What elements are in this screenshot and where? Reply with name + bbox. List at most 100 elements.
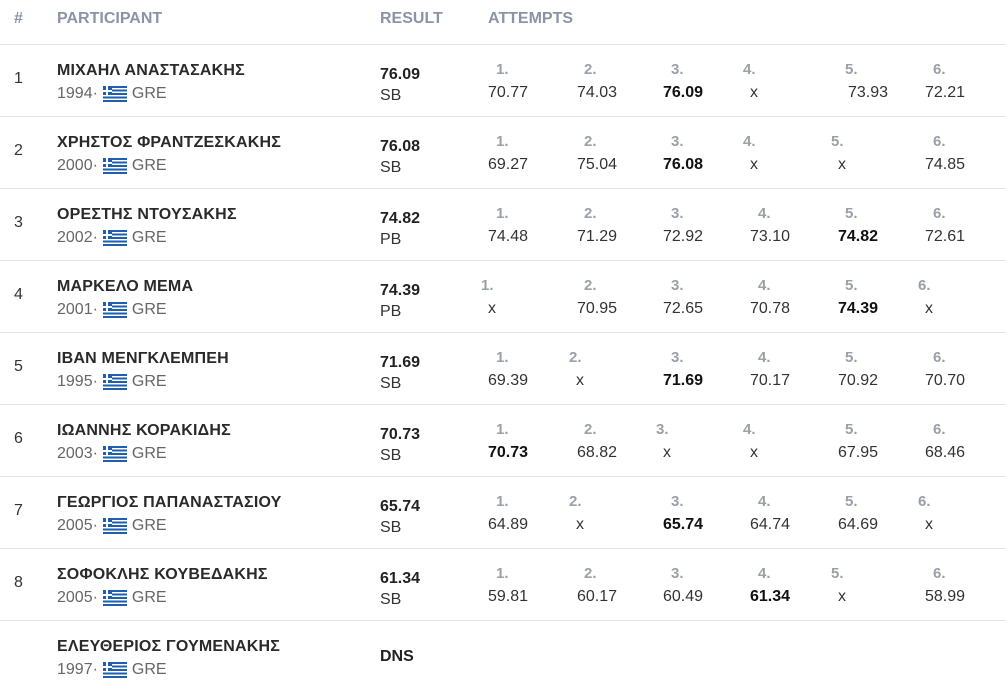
country-code: GRE (131, 589, 167, 606)
table-row[interactable]: 6 ΙΩΑΝΝΗΣ ΚΟΡΑΚΙΔΗΣ 2003 · GRE 70.73 SB 1. 70.… (0, 405, 1006, 477)
result-note: SB (380, 519, 402, 536)
attempt-number: 4. (743, 421, 756, 438)
attempt-number: 1. (496, 493, 509, 510)
meta-separator: · (92, 301, 98, 318)
attempt-value: 64.89 (488, 516, 529, 533)
attempt-number: 2. (584, 61, 597, 78)
attempt-value: x (750, 444, 758, 461)
table-row[interactable]: 5 ΙΒΑΝ ΜΕΝΓΚΛΕΜΠΕΗ 1995 · GRE 71.69 SB 1. 69.3… (0, 333, 1006, 405)
attempt-value: 74.48 (488, 228, 529, 245)
table-row[interactable]: 2 ΧΡΗΣΤΟΣ ΦΡΑΝΤΖΕΣΚΑΚΗΣ 2000 · GRE 76.08 SB 1… (0, 117, 1006, 189)
attempt-value: 68.46 (925, 444, 966, 461)
attempt-value: 70.95 (577, 300, 618, 317)
birth-year: 2003 (57, 445, 93, 462)
table-body: 1 ΜΙΧΑΗΛ ΑΝΑΣΤΑΣΑΚΗΣ 1994 · GRE 76.09 SB 1. 70… (0, 45, 1006, 691)
participant-name: ΙΒΑΝ ΜΕΝΓΚΛΕΜΠΕΗ (57, 350, 229, 367)
attempt-number: 2. (584, 133, 597, 150)
participant-meta: 2001 · GRE (57, 301, 167, 319)
attempt-value: 74.39 (838, 300, 879, 317)
attempt-value: x (925, 516, 933, 533)
birth-year: 1994 (57, 85, 93, 102)
participant-name: ΜΙΧΑΗΛ ΑΝΑΣΤΑΣΑΚΗΣ (57, 62, 245, 79)
table-row[interactable]: 1 ΜΙΧΑΗΛ ΑΝΑΣΤΑΣΑΚΗΣ 1994 · GRE 76.09 SB 1. 70… (0, 45, 1006, 117)
birth-year: 2001 (57, 301, 93, 318)
attempt-number: 3. (671, 61, 684, 78)
attempt-value: 71.29 (577, 228, 618, 245)
table-row[interactable]: ΕΛΕΥΘΕΡΙΟΣ ΓΟΥΜΕΝΑΚΗΣ 1997 · GRE DNS (0, 621, 1006, 691)
country-code: GRE (131, 157, 167, 174)
attempt-value: 64.69 (838, 516, 879, 533)
birth-year: 1995 (57, 373, 93, 390)
attempt-value: 73.10 (750, 228, 791, 245)
greece-flag-icon (102, 662, 127, 678)
attempt-value: 60.17 (577, 588, 618, 605)
attempt-value: 70.73 (488, 444, 529, 461)
result-value: 74.82 (380, 210, 421, 227)
result-note: SB (380, 87, 402, 104)
attempt-number: 6. (933, 565, 946, 582)
attempt-value: 74.85 (925, 156, 966, 173)
participant-meta: 1994 · GRE (57, 85, 167, 103)
attempt-number: 1. (496, 133, 509, 150)
attempt-number: 2. (584, 421, 597, 438)
attempt-value: 69.27 (488, 156, 529, 173)
country-code: GRE (131, 661, 167, 678)
meta-separator: · (92, 157, 98, 174)
greece-flag-icon (102, 374, 127, 390)
table-row[interactable]: 7 ΓΕΩΡΓΙΟΣ ΠΑΠΑΝΑΣΤΑΣΙΟΥ 2005 · GRE 65.74 SB… (0, 477, 1006, 549)
result-value: 74.39 (380, 282, 421, 299)
attempt-number: 4. (758, 493, 771, 510)
attempt-value: 64.74 (750, 516, 791, 533)
meta-separator: · (92, 661, 98, 678)
participant-name: ΧΡΗΣΤΟΣ ΦΡΑΝΤΖΕΣΚΑΚΗΣ (57, 134, 282, 151)
attempt-value: 75.04 (577, 156, 618, 173)
greece-flag-icon (102, 302, 127, 318)
attempt-value: 67.95 (838, 444, 879, 461)
table-row[interactable]: 3 ΟΡΕΣΤΗΣ ΝΤΟΥΣΑΚΗΣ 2002 · GRE 74.82 PB 1. 74.… (0, 189, 1006, 261)
attempt-value: 61.34 (750, 588, 791, 605)
header-attempts: ATTEMPTS (488, 10, 574, 27)
table-row[interactable]: 8 ΣΟΦΟΚΛΗΣ ΚΟΥΒΕΔΑΚΗΣ 2005 · GRE 61.34 SB 1. 5… (0, 549, 1006, 621)
rank-cell: 8 (14, 574, 23, 591)
attempt-value: 72.61 (925, 228, 966, 245)
attempt-number: 1. (496, 421, 509, 438)
attempt-value: 60.49 (663, 588, 704, 605)
result-note: SB (380, 375, 402, 392)
attempt-number: 5. (845, 349, 858, 366)
header-rank: # (14, 10, 23, 27)
meta-separator: · (92, 445, 98, 462)
attempt-number: 3. (656, 421, 669, 438)
attempt-value: 68.82 (577, 444, 618, 461)
attempt-number: 5. (845, 421, 858, 438)
result-value: 65.74 (380, 498, 421, 515)
attempt-number: 1. (481, 277, 494, 294)
rank-cell: 3 (14, 214, 23, 231)
rank-cell: 1 (14, 70, 23, 87)
attempt-number: 4. (743, 61, 756, 78)
result-note: PB (380, 231, 402, 248)
attempt-value: x (576, 372, 584, 389)
attempt-value: x (750, 84, 758, 101)
participant-meta: 1995 · GRE (57, 373, 167, 391)
header-result: RESULT (380, 10, 443, 27)
attempt-number: 2. (584, 277, 597, 294)
attempt-value: 76.09 (663, 84, 704, 101)
rank-cell: 2 (14, 142, 23, 159)
table-row[interactable]: 4 ΜΑΡΚΕΛΟ ΜΕΜΑ 2001 · GRE 74.39 PB 1. x 2. 70.95… (0, 261, 1006, 333)
participant-name: ΟΡΕΣΤΗΣ ΝΤΟΥΣΑΚΗΣ (57, 206, 237, 223)
attempt-number: 4. (758, 349, 771, 366)
attempt-number: 5. (831, 133, 844, 150)
attempt-number: 6. (933, 133, 946, 150)
attempt-value: x (663, 444, 671, 461)
attempt-value: 70.17 (750, 372, 791, 389)
attempt-value: 73.93 (848, 84, 889, 101)
birth-year: 2005 (57, 517, 93, 534)
attempt-number: 3. (671, 205, 684, 222)
attempt-value: 76.08 (663, 156, 704, 173)
attempt-number: 1. (496, 349, 509, 366)
attempt-number: 5. (845, 493, 858, 510)
country-code: GRE (131, 373, 167, 390)
attempt-value: 58.99 (925, 588, 966, 605)
attempt-number: 2. (584, 565, 597, 582)
